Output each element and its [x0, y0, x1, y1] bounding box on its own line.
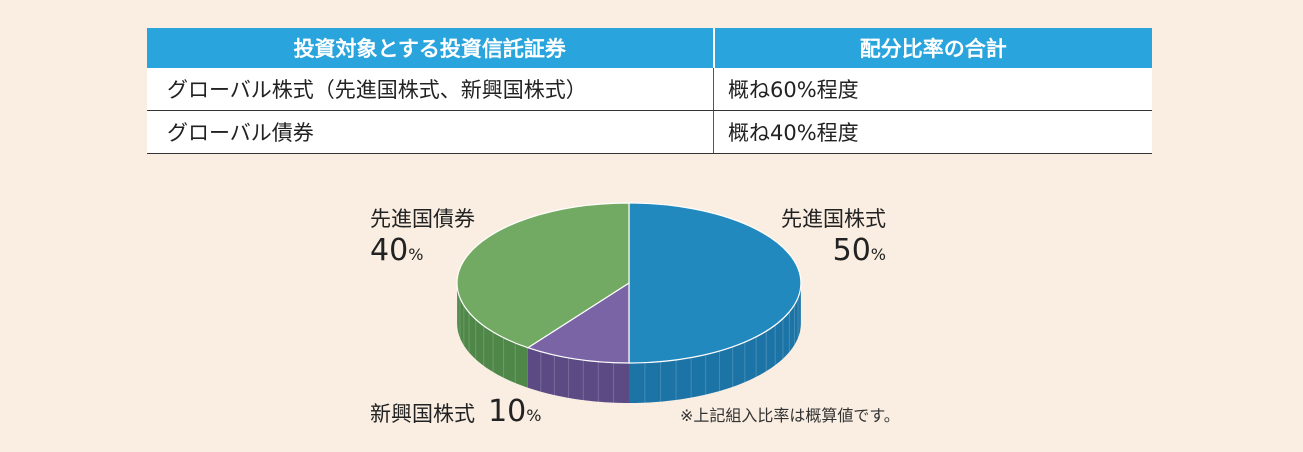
row-global-equity-ratio: 概ね60%程度 [713, 68, 1152, 111]
pie-slice-2 [456, 202, 630, 349]
pie-side-0 [629, 283, 801, 403]
label-developed-bond: 先進国債券 40% [370, 203, 475, 268]
header-investment-target: 投資対象とする投資信託証券 [147, 28, 714, 68]
pie-slice-1 [526, 281, 630, 364]
table-row: グローバル株式（先進国株式、新興国株式） 概ね60%程度 [147, 68, 1152, 111]
header-allocation-ratio: 配分比率の合計 [712, 28, 1152, 68]
allocation-table: 投資対象とする投資信託証券 配分比率の合計 グローバル株式（先進国株式、新興国株… [147, 28, 1152, 154]
label-developed-equity-name: 先進国株式 [781, 207, 886, 231]
label-developed-bond-pct: 40% [370, 233, 424, 268]
row-global-bond-name: グローバル債券 [147, 110, 714, 154]
footnote: ※上記組入比率は概算値です。 [680, 406, 900, 425]
row-global-bond-ratio: 概ね40%程度 [713, 110, 1152, 154]
pie-side-1 [527, 347, 629, 403]
table-row: グローバル債券 概ね40%程度 [147, 110, 1152, 154]
label-emerging-equity: 新興国株式 10% [370, 394, 541, 429]
label-developed-equity: 先進国株式 50% [766, 203, 886, 268]
pie-side-2 [457, 283, 528, 388]
label-developed-equity-pct: 50% [832, 233, 886, 268]
table-header-row: 投資対象とする投資信託証券 配分比率の合計 [147, 28, 1152, 68]
label-emerging-equity-name: 新興国株式 [370, 402, 475, 426]
label-developed-bond-name: 先進国債券 [370, 207, 475, 231]
row-global-equity-name: グローバル株式（先進国株式、新興国株式） [147, 68, 714, 111]
label-emerging-equity-pct: 10% [488, 394, 542, 429]
pie-slice-0 [628, 202, 802, 364]
